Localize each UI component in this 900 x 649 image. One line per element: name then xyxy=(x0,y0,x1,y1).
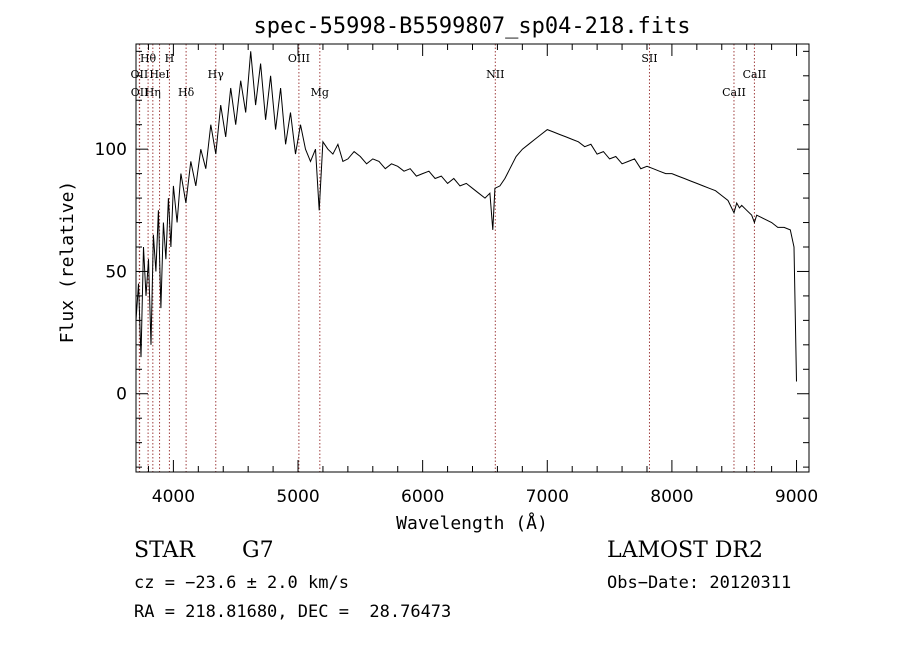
survey-name: LAMOST DR2 xyxy=(607,538,763,563)
x-tick-label: 7000 xyxy=(526,487,569,507)
x-tick-label: 5000 xyxy=(276,487,319,507)
marker-label-12: CaII xyxy=(743,68,767,81)
y-tick-label: 50 xyxy=(105,262,127,282)
y-axis-ticks: 0 50 100 xyxy=(95,50,809,468)
chart-title: spec-55998-B5599807_sp04-218.fits xyxy=(253,14,690,39)
marker-label-6: Hγ xyxy=(208,68,225,81)
y-tick-label: 0 xyxy=(116,385,127,405)
obs-date-text: Obs−Date: 20120311 xyxy=(607,573,792,593)
object-class: STAR xyxy=(134,538,195,563)
marker-label-8: OIII xyxy=(288,52,310,65)
marker-label-3: HeI xyxy=(149,68,169,81)
x-tick-label: 6000 xyxy=(401,487,444,507)
marker-label-1: H xyxy=(165,52,175,65)
x-tick-label: 9000 xyxy=(775,487,818,507)
object-subclass: G7 xyxy=(242,538,274,563)
marker-label-9: Mg xyxy=(311,86,329,99)
x-axis-ticks: 4000 5000 6000 7000 8000 9000 xyxy=(147,44,818,507)
spectrum-line xyxy=(135,51,797,382)
y-tick-label: 100 xyxy=(95,140,127,160)
marker-label-13: CaII xyxy=(722,86,746,99)
x-tick-label: 8000 xyxy=(650,487,693,507)
x-tick-label: 4000 xyxy=(152,487,195,507)
marker-label-4: OII xyxy=(131,86,149,99)
coordinates-text: RA = 218.81680, DEC = 28.76473 xyxy=(134,602,452,622)
marker-label-5: Hη xyxy=(145,86,161,99)
redshift-text: cz = −23.6 ± 2.0 km/s xyxy=(134,573,349,593)
x-axis-label: Wavelength (Å) xyxy=(396,512,548,534)
marker-label-11: SII xyxy=(641,52,657,65)
marker-label-0: Hθ xyxy=(140,52,157,65)
marker-label-10: NII xyxy=(486,68,504,81)
marker-label-2: OII xyxy=(131,68,149,81)
y-axis-label: Flux (relative) xyxy=(57,181,78,344)
marker-label-7: Hδ xyxy=(178,86,195,99)
emission-line-markers xyxy=(138,44,755,472)
plot-frame xyxy=(135,43,810,473)
